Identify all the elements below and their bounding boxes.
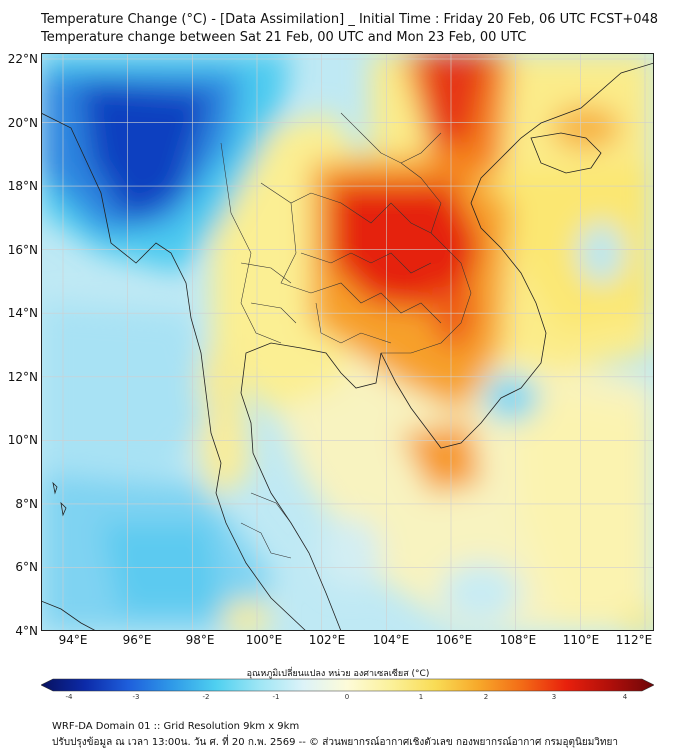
lat-label-6n: 6°N (15, 560, 38, 574)
lon-label-110e: 110°E (562, 633, 600, 647)
coastlines (41, 62, 654, 631)
lon-label-104e: 104°E (372, 633, 410, 647)
admin-borders (220, 112, 472, 559)
lon-label-98e: 98°E (185, 633, 215, 647)
lat-label-4n: 4°N (15, 624, 38, 638)
temperature-field (41, 53, 654, 631)
colorbar (41, 678, 654, 692)
colorbar-tick-m3: -3 (132, 693, 140, 701)
lat-label-18n: 18°N (7, 179, 38, 193)
lon-label-96e: 96°E (122, 633, 152, 647)
colorbar-tick-0: 0 (344, 693, 350, 701)
lon-label-100e: 100°E (245, 633, 283, 647)
lon-label-112e: 112°E (615, 633, 653, 647)
colorbar-tick-m1: -1 (272, 693, 280, 701)
lat-label-22n: 22°N (7, 52, 38, 66)
colorbar-tick-m4: -4 (65, 693, 73, 701)
lat-label-14n: 14°N (7, 306, 38, 320)
lon-label-106e: 106°E (435, 633, 473, 647)
footer-model-info: WRF-DA Domain 01 :: Grid Resolution 9km … (52, 721, 300, 732)
colorbar-tick-m2: -2 (202, 693, 210, 701)
chart-title-line1: Temperature Change (°C) - [Data Assimila… (41, 12, 659, 27)
chart-title-line2: Temperature change between Sat 21 Feb, 0… (41, 30, 527, 45)
colorbar-tick-2: 2 (483, 693, 489, 701)
lat-label-8n: 8°N (15, 497, 38, 511)
map-canvas (41, 53, 654, 631)
lat-label-16n: 16°N (7, 243, 38, 257)
footer-credit: ปรับปรุงข้อมูล ณ เวลา 13:00น. วัน ศ. ที่… (52, 737, 618, 748)
temperature-change-map (41, 53, 654, 631)
lat-label-20n: 20°N (7, 116, 38, 130)
colorbar-tick-4: 4 (622, 693, 628, 701)
colorbar-label: อุณหภูมิเปลี่ยนแปลง หน่วย องศาเซลเซียส (… (246, 669, 430, 679)
map-frame (41, 53, 654, 631)
colorbar-gradient (41, 678, 654, 692)
lon-label-108e: 108°E (499, 633, 537, 647)
lat-label-10n: 10°N (7, 433, 38, 447)
lon-label-102e: 102°E (308, 633, 346, 647)
lat-label-12n: 12°N (7, 370, 38, 384)
colorbar-tick-3: 3 (551, 693, 557, 701)
graticule (41, 53, 654, 631)
colorbar-tick-1: 1 (418, 693, 424, 701)
lon-label-94e: 94°E (58, 633, 88, 647)
